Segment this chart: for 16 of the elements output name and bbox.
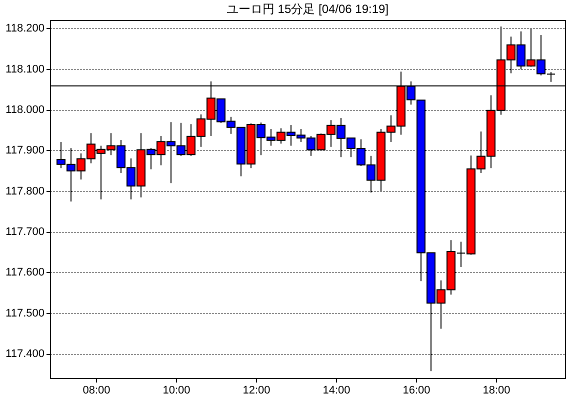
x-tick-label: 16:00 (402, 384, 430, 396)
y-tick-label: 117.800 (6, 185, 44, 198)
y-tick-label: 118.100 (6, 63, 44, 76)
y-tick-label: 117.600 (6, 266, 44, 279)
x-tick-label: 08:00 (82, 384, 110, 396)
y-tick-label: 118.200 (6, 22, 44, 35)
x-tick-label: 18:00 (482, 384, 510, 396)
y-tick-label: 118.000 (6, 104, 44, 116)
y-tick-label: 117.400 (6, 348, 44, 360)
y-tick-label: 117.700 (6, 226, 44, 238)
x-tick-label: 10:00 (162, 384, 190, 396)
y-tick-label: 117.500 (6, 307, 44, 320)
x-tick-label: 14:00 (322, 384, 350, 396)
y-tick-label: 117.900 (6, 144, 44, 157)
chart-title: ユーロ円 15分足 [04/06 19:19] (226, 2, 389, 16)
x-tick-label: 12:00 (242, 384, 270, 396)
